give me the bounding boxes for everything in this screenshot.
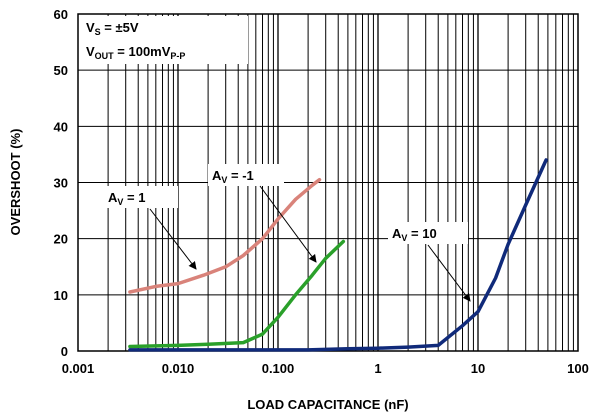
- pointer-avm1: [259, 185, 317, 263]
- label-bg-av1: [104, 186, 178, 208]
- y-tick-label: 60: [54, 7, 68, 22]
- conditions-box-background: [80, 16, 248, 64]
- conditions-box: VS = ±5V VOUT = 100mVP-P: [80, 16, 248, 64]
- pointer-av1: [149, 208, 197, 270]
- pointer-av10: [427, 244, 471, 302]
- series-label-av1: AV = 1: [108, 190, 145, 207]
- label-bg-avm1: [208, 164, 284, 186]
- x-tick-label: 0.100: [262, 361, 295, 376]
- x-tick-label: 1: [374, 361, 381, 376]
- x-tick-label: 10: [471, 361, 485, 376]
- y-tick-label: 50: [54, 63, 68, 78]
- y-tick-label: 30: [54, 176, 68, 191]
- tick-labels: 0.001 0.010 0.100 1 10 100 0 10 20 30 40 50 60: [54, 7, 589, 376]
- y-tick-label: 40: [54, 119, 68, 134]
- series-line-avm1: [128, 239, 346, 349]
- y-tick-label: 0: [61, 344, 68, 359]
- condition-supply: VS = ±5V: [86, 20, 139, 37]
- series-layer: [128, 158, 548, 352]
- x-tick-label: 100: [567, 361, 589, 376]
- y-axis-label: OVERSHOOT (%): [8, 129, 23, 236]
- x-tick-label: 0.001: [62, 361, 95, 376]
- series-line-av1: [128, 177, 322, 294]
- series-label-avm1: AV = -1: [212, 168, 254, 185]
- x-axis-label: LOAD CAPACITANCE (nF): [247, 397, 408, 412]
- label-bg-av10: [388, 222, 468, 244]
- series-line-av10: [128, 158, 548, 352]
- x-tick-label: 0.010: [162, 361, 195, 376]
- y-tick-label: 10: [54, 288, 68, 303]
- series-labels: AV = 1 AV = -1 AV = 10: [104, 164, 471, 302]
- series-label-av10: AV = 10: [392, 226, 437, 243]
- y-tick-label: 20: [54, 232, 68, 247]
- condition-output: VOUT = 100mVP-P: [86, 44, 185, 61]
